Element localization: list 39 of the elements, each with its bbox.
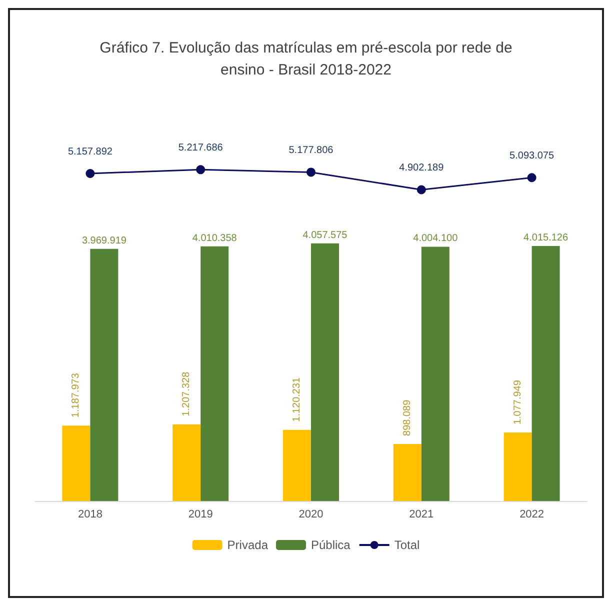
legend-label: Privada: [227, 538, 268, 552]
bar: [90, 248, 118, 501]
x-tick-label: 2021: [409, 508, 434, 520]
point: [196, 165, 206, 174]
bar: [311, 243, 339, 501]
bar: [504, 432, 532, 501]
data-label: 4.057.575: [302, 230, 348, 241]
bar: [172, 424, 201, 501]
legend-label: Pública: [310, 538, 351, 552]
data-label: 4.010.358: [192, 232, 238, 244]
data-label: 1.187.973: [70, 372, 82, 418]
chart-title: Gráfico 7. Evolução das matrículas em pré-escola por rede de ensino - Brasil 2018-2022: [100, 40, 512, 78]
point: [86, 168, 95, 178]
bar: [532, 246, 560, 501]
bar: [283, 430, 311, 501]
data-label: 4.902.189: [399, 162, 444, 174]
point: [527, 173, 536, 182]
x-tick-label: 2019: [188, 508, 213, 520]
data-label: 5.157.892: [68, 146, 113, 158]
data-label: 1.077.949: [512, 380, 524, 425]
bar: [421, 246, 450, 501]
data-label: 5.093.075: [510, 150, 554, 162]
data-label: 898.089: [402, 399, 413, 436]
x-tick-label: 2020: [298, 508, 324, 520]
point: [306, 168, 316, 177]
point: [416, 185, 426, 194]
data-label: 3.969.919: [82, 235, 127, 246]
data-label: 1.207.328: [181, 371, 192, 416]
data-label: 4.004.100: [413, 233, 458, 244]
data-label: 4.015.126: [524, 232, 568, 244]
bar: [200, 246, 229, 501]
data-label: 5.217.686: [178, 142, 224, 154]
bar: [62, 426, 90, 501]
data-label: 1.120.231: [292, 376, 302, 422]
data-label: 5.177.806: [288, 145, 334, 156]
legend-label: Total: [394, 538, 420, 552]
x-tick-label: 2022: [520, 508, 544, 520]
bar: [393, 444, 422, 501]
x-tick-label: 2018: [78, 508, 102, 520]
